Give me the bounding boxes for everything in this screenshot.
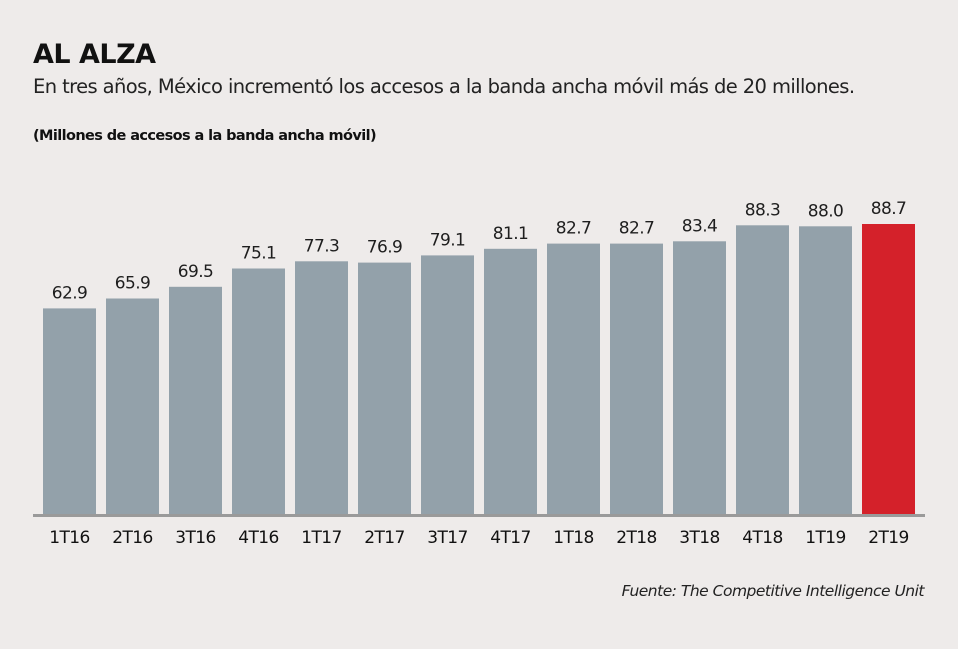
- x-tick-label-3T18: 3T18: [679, 528, 719, 548]
- bar-2T18: [610, 243, 663, 514]
- x-tick-label-1T19: 1T19: [805, 528, 845, 548]
- chart-subtitle: En tres años, México incrementó los acce…: [33, 75, 855, 98]
- x-tick-label-2T19: 2T19: [868, 528, 908, 548]
- x-tick-label-3T17: 3T17: [427, 528, 467, 548]
- bars-group: [43, 224, 915, 515]
- bar-1T17: [295, 261, 348, 514]
- value-label-2T16: 65.9: [115, 274, 150, 294]
- value-label-1T17: 77.3: [304, 236, 339, 256]
- bar-2T16: [106, 298, 159, 514]
- bar-1T19: [799, 226, 852, 515]
- bar-4T16: [232, 268, 285, 514]
- value-label-1T16: 62.9: [52, 283, 87, 303]
- bar-3T18: [673, 241, 726, 515]
- x-tick-label-4T17: 4T17: [490, 528, 530, 548]
- bar-4T18: [736, 225, 789, 515]
- y-axis-unit-label: (Millones de accesos a la banda ancha mó…: [33, 128, 377, 144]
- chart-title: AL ALZA: [33, 39, 156, 70]
- x-tick-label-2T16: 2T16: [112, 528, 152, 548]
- value-label-1T19: 88.0: [808, 201, 843, 221]
- x-tick-label-1T18: 1T18: [553, 528, 593, 548]
- value-label-2T18: 82.7: [619, 219, 654, 239]
- value-label-1T18: 82.7: [556, 219, 591, 239]
- x-tick-label-1T17: 1T17: [301, 528, 341, 548]
- value-label-3T17: 79.1: [430, 230, 465, 250]
- value-label-4T18: 88.3: [745, 200, 780, 220]
- bar-1T16: [43, 308, 96, 514]
- value-label-2T19: 88.7: [871, 199, 906, 219]
- value-labels-group: 62.9 65.9 69.5 75.1 77.3 76.9 79.1 81.1 82.7 82.7…: [52, 199, 907, 303]
- value-label-4T17: 81.1: [493, 224, 528, 244]
- bar-3T17: [421, 255, 474, 514]
- value-label-2T17: 76.9: [367, 238, 402, 258]
- bar-3T16: [169, 286, 222, 514]
- bar-1T18: [547, 243, 600, 514]
- x-tick-label-2T17: 2T17: [364, 528, 404, 548]
- x-tick-label-1T16: 1T16: [49, 528, 89, 548]
- x-tick-label-3T16: 3T16: [175, 528, 215, 548]
- x-tick-labels-group: 1T16 2T16 3T16 4T16 1T17 2T17 3T17 4T17 1T18 2T18…: [49, 528, 909, 548]
- x-tick-label-4T16: 4T16: [238, 528, 278, 548]
- value-label-4T16: 75.1: [241, 244, 276, 264]
- bar-4T17: [484, 248, 537, 515]
- x-tick-label-4T18: 4T18: [742, 528, 782, 548]
- value-label-3T16: 69.5: [178, 262, 213, 282]
- bar-2T19: [862, 224, 915, 514]
- value-label-3T18: 83.4: [682, 216, 717, 236]
- x-tick-label-2T18: 2T18: [616, 528, 656, 548]
- source-note: Fuente: The Competitive Intelligence Uni…: [621, 582, 925, 600]
- bar-2T17: [358, 262, 411, 514]
